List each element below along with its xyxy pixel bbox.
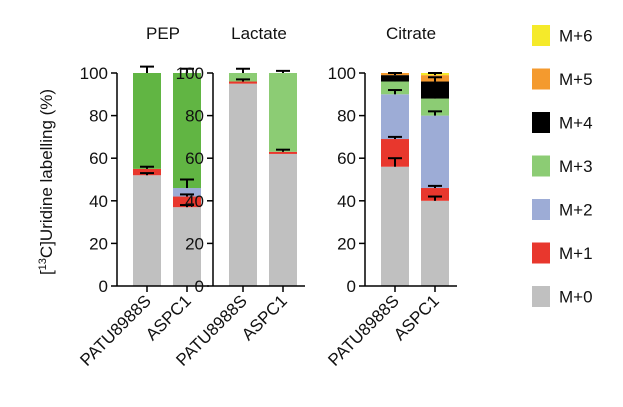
bar-segment-aspc1-m-1 (421, 188, 449, 201)
error-bar-aspc1-m-3 (276, 69, 290, 73)
error-bar-aspc1-m-5 (428, 72, 442, 76)
legend-swatch-m-4 (532, 112, 550, 133)
y-tick-label-0: 0 (195, 277, 204, 296)
error-bar-aspc1-m-2 (180, 178, 194, 189)
error-bar-aspc1-m-1 (180, 193, 194, 197)
error-bar-aspc1-m-2 (428, 110, 442, 116)
error-bar-aspc1-m-1 (276, 148, 290, 152)
legend-label-m-0: M+0 (559, 288, 593, 307)
legend-swatch-m-6 (532, 25, 550, 46)
bar-segment-patu8988s-m-2 (381, 94, 409, 140)
legend-item-m-2: M+2 (532, 199, 593, 220)
panel-title: Citrate (386, 24, 436, 43)
legend-item-m-6: M+6 (532, 25, 593, 46)
bar-segment-aspc1-m-0 (269, 153, 297, 286)
y-tick-label-80: 80 (337, 107, 356, 126)
y-tick-label-20: 20 (89, 234, 108, 253)
legend-swatch-m-2 (532, 199, 550, 220)
bar-segment-aspc1-m-3 (173, 73, 201, 189)
error-bar-patu8988s-m-1 (388, 135, 402, 140)
panel-title: Lactate (231, 24, 287, 43)
y-tick-label-80: 80 (89, 107, 108, 126)
panel-title: PEP (146, 24, 180, 43)
bar-segment-patu8988s-m-0 (381, 166, 409, 286)
bar-segment-patu8988s-m-3 (381, 81, 409, 95)
bar-segment-aspc1-m-0 (173, 207, 201, 286)
legend-item-m-3: M+3 (532, 155, 593, 177)
x-tick-label-aspc1: ASPC1 (238, 291, 291, 344)
error-bar-aspc1-m-0 (180, 204, 194, 208)
error-bar-patu8988s-m-0 (140, 172, 154, 176)
bar-segment-patu8988s-m-1 (229, 81, 257, 84)
legend-label-m-4: M+4 (559, 114, 593, 133)
y-axis-label: [13C]Uridine labelling (%) (37, 89, 56, 275)
legend-swatch-m-3 (532, 155, 550, 177)
y-tick-label-40: 40 (89, 192, 108, 211)
bar-segment-patu8988s-m-3 (133, 73, 161, 169)
y-tick-label-80: 80 (185, 107, 204, 126)
error-bar-patu8988s-m-3 (236, 67, 250, 73)
bar-segment-patu8988s-m-1 (133, 168, 161, 176)
legend-swatch-m-5 (532, 68, 550, 90)
error-bar-patu8988s-m-0 (388, 157, 402, 167)
y-tick-label-60: 60 (337, 149, 356, 168)
y-tick-label-100: 100 (328, 64, 356, 83)
y-tick-label-60: 60 (185, 149, 204, 168)
y-tick-label-0: 0 (347, 277, 356, 296)
error-bar-aspc1-m-1 (428, 184, 442, 189)
y-tick-label-40: 40 (185, 192, 204, 211)
error-bar-patu8988s-m-1 (236, 78, 250, 82)
error-bar-aspc1-m-0 (428, 195, 442, 201)
legend-item-m-4: M+4 (532, 112, 593, 133)
y-tick-label-40: 40 (337, 192, 356, 211)
y-tick-label-100: 100 (176, 64, 204, 83)
y-tick-label-20: 20 (337, 234, 356, 253)
bar-segment-aspc1-m-1 (269, 151, 297, 154)
bar-segment-aspc1-m-2 (173, 188, 201, 197)
legend-label-m-3: M+3 (559, 157, 593, 176)
x-tick-label-aspc1: ASPC1 (390, 291, 443, 344)
bar-segment-aspc1-m-3 (269, 73, 297, 152)
bar-segment-aspc1-m-2 (421, 115, 449, 189)
bar-segment-patu8988s-m-0 (229, 83, 257, 287)
error-bar-aspc1-m-4 (428, 76, 442, 82)
y-tick-label-100: 100 (80, 64, 108, 83)
legend-label-m-1: M+1 (559, 244, 593, 263)
error-bar-patu8988s-m-4 (388, 72, 402, 76)
y-tick-label-20: 20 (185, 234, 204, 253)
legend: M+6 M+5 M+4 M+3 M+2 M+1 M+0 (532, 25, 593, 307)
legend-label-m-5: M+5 (559, 70, 593, 89)
legend-item-m-0: M+0 (532, 286, 593, 307)
legend-label-m-6: M+6 (559, 27, 593, 46)
legend-item-m-1: M+1 (532, 242, 593, 264)
x-tick-label-aspc1: ASPC1 (142, 291, 195, 344)
y-tick-label-0: 0 (99, 277, 108, 296)
chart-panels: PEP020406080100PATU8988SASPC1Lactate0204… (76, 24, 457, 370)
bar-segment-aspc1-m-1 (173, 196, 201, 208)
bar-segment-patu8988s-m-3 (229, 73, 257, 82)
error-bar-aspc1-m-3 (428, 93, 442, 99)
legend-item-m-5: M+5 (532, 68, 593, 90)
error-bar-aspc1-m-3 (180, 67, 194, 73)
error-bar-patu8988s-m-1 (140, 165, 154, 169)
y-tick-label-60: 60 (89, 149, 108, 168)
legend-label-m-2: M+2 (559, 201, 593, 220)
legend-swatch-m-0 (532, 286, 550, 307)
bar-segment-aspc1-m-0 (421, 200, 449, 286)
error-bar-patu8988s-m-3 (140, 65, 154, 73)
error-bar-patu8988s-m-2 (388, 89, 402, 95)
error-bar-patu8988s-m-3 (388, 76, 402, 82)
legend-swatch-m-1 (532, 242, 550, 264)
bar-segment-patu8988s-m-0 (133, 175, 161, 286)
